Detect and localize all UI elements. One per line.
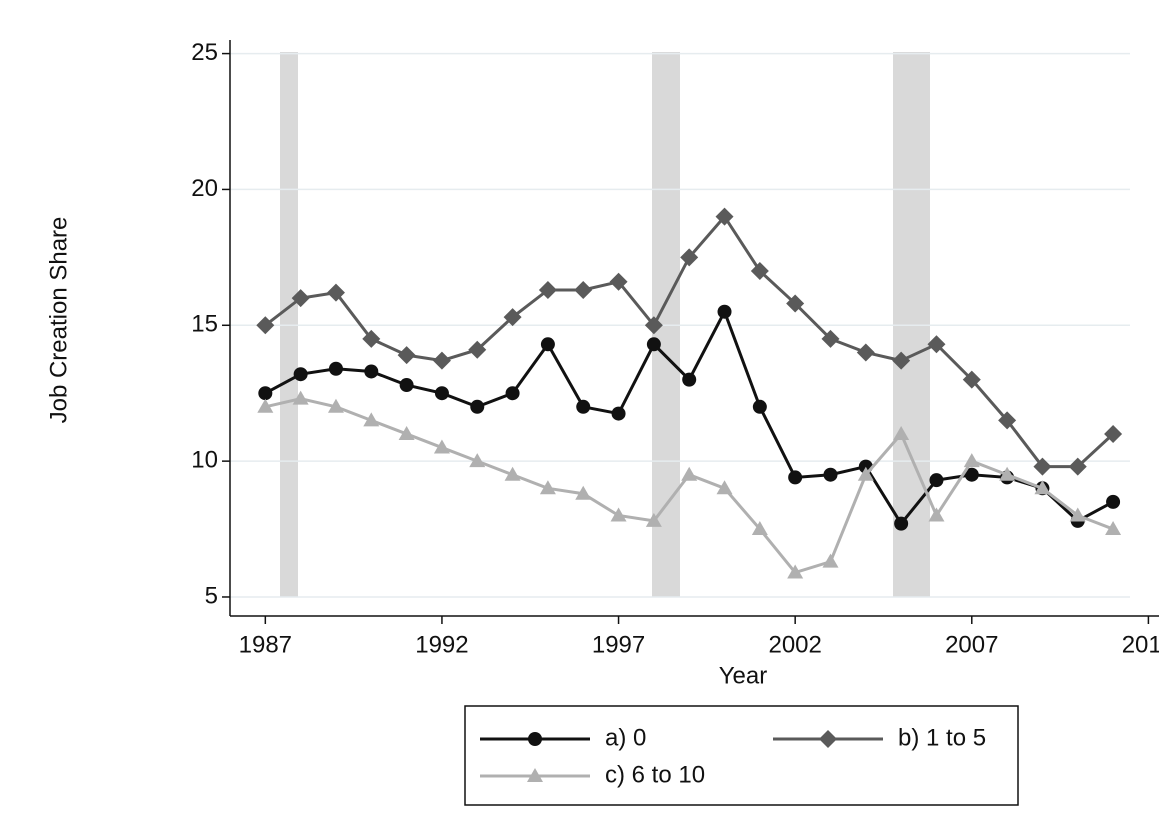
legend-label: b) 1 to 5 xyxy=(898,724,986,751)
legend-label: c) 6 to 10 xyxy=(605,761,705,788)
x-tick-label: 2002 xyxy=(768,631,821,658)
point xyxy=(646,337,661,352)
point xyxy=(539,480,556,495)
point xyxy=(291,289,310,308)
point xyxy=(963,453,980,468)
point xyxy=(292,390,309,405)
point xyxy=(328,361,343,376)
point xyxy=(962,370,981,389)
point xyxy=(363,412,380,427)
point xyxy=(786,294,805,313)
series-line xyxy=(264,308,1114,527)
y-tick-label: 25 xyxy=(191,39,218,66)
point xyxy=(823,467,838,482)
point xyxy=(857,466,874,481)
point xyxy=(1034,480,1051,495)
point xyxy=(893,425,910,440)
series-line xyxy=(264,397,1114,575)
point xyxy=(681,466,698,481)
point xyxy=(999,466,1016,481)
point xyxy=(540,337,555,352)
point xyxy=(503,308,522,327)
point xyxy=(1106,494,1121,509)
point xyxy=(364,364,379,379)
point xyxy=(528,732,542,746)
y-tick-label: 10 xyxy=(191,446,218,473)
point xyxy=(504,466,521,481)
point xyxy=(468,340,487,359)
point xyxy=(1069,507,1086,522)
point xyxy=(1104,424,1123,443)
point xyxy=(964,467,979,482)
x-tick-label: 1992 xyxy=(415,631,468,658)
x-tick-label: 2007 xyxy=(945,631,998,658)
point xyxy=(1105,521,1122,536)
point xyxy=(538,280,557,299)
y-tick-label: 5 xyxy=(205,582,218,609)
point xyxy=(433,439,450,454)
point xyxy=(644,316,663,335)
point xyxy=(682,372,697,387)
point xyxy=(469,453,486,468)
point xyxy=(527,768,543,782)
point xyxy=(715,207,734,226)
point xyxy=(326,283,345,302)
point xyxy=(257,398,274,413)
y-axis-label: Job Creation Share xyxy=(45,217,72,424)
y-tick-label: 20 xyxy=(191,175,218,202)
point xyxy=(752,399,767,414)
point xyxy=(293,367,308,382)
point xyxy=(575,485,592,500)
point xyxy=(258,386,273,401)
point xyxy=(574,280,593,299)
point xyxy=(716,480,733,495)
point xyxy=(611,406,626,421)
x-axis-label: Year xyxy=(719,662,768,689)
point xyxy=(856,343,875,362)
point xyxy=(1068,457,1087,476)
point xyxy=(750,261,769,280)
point xyxy=(1033,457,1052,476)
point xyxy=(470,399,485,414)
point xyxy=(751,521,768,536)
point xyxy=(399,378,414,393)
point xyxy=(362,329,381,348)
point xyxy=(610,507,627,522)
point xyxy=(894,516,909,531)
point xyxy=(928,507,945,522)
point xyxy=(822,553,839,568)
shade-band xyxy=(280,52,298,597)
point xyxy=(821,329,840,348)
point xyxy=(788,470,803,485)
legend-box xyxy=(464,705,1019,806)
point xyxy=(927,335,946,354)
point xyxy=(397,346,416,365)
point xyxy=(929,473,944,488)
point xyxy=(717,304,732,319)
legend-label: a) 0 xyxy=(605,724,646,751)
x-tick-label: 1987 xyxy=(239,631,292,658)
point xyxy=(256,316,275,335)
x-tick-label: 1997 xyxy=(592,631,645,658)
point xyxy=(998,411,1017,430)
point xyxy=(576,399,591,414)
point xyxy=(892,351,911,370)
point xyxy=(434,386,449,401)
point xyxy=(787,564,804,579)
point xyxy=(645,512,662,527)
point xyxy=(609,272,628,291)
point xyxy=(327,398,344,413)
point xyxy=(398,425,415,440)
point xyxy=(680,248,699,267)
shade-band xyxy=(893,52,930,597)
point xyxy=(819,730,837,748)
y-tick-label: 15 xyxy=(191,311,218,338)
point xyxy=(505,386,520,401)
x-tick-label: 2012 xyxy=(1122,631,1159,658)
point xyxy=(432,351,451,370)
